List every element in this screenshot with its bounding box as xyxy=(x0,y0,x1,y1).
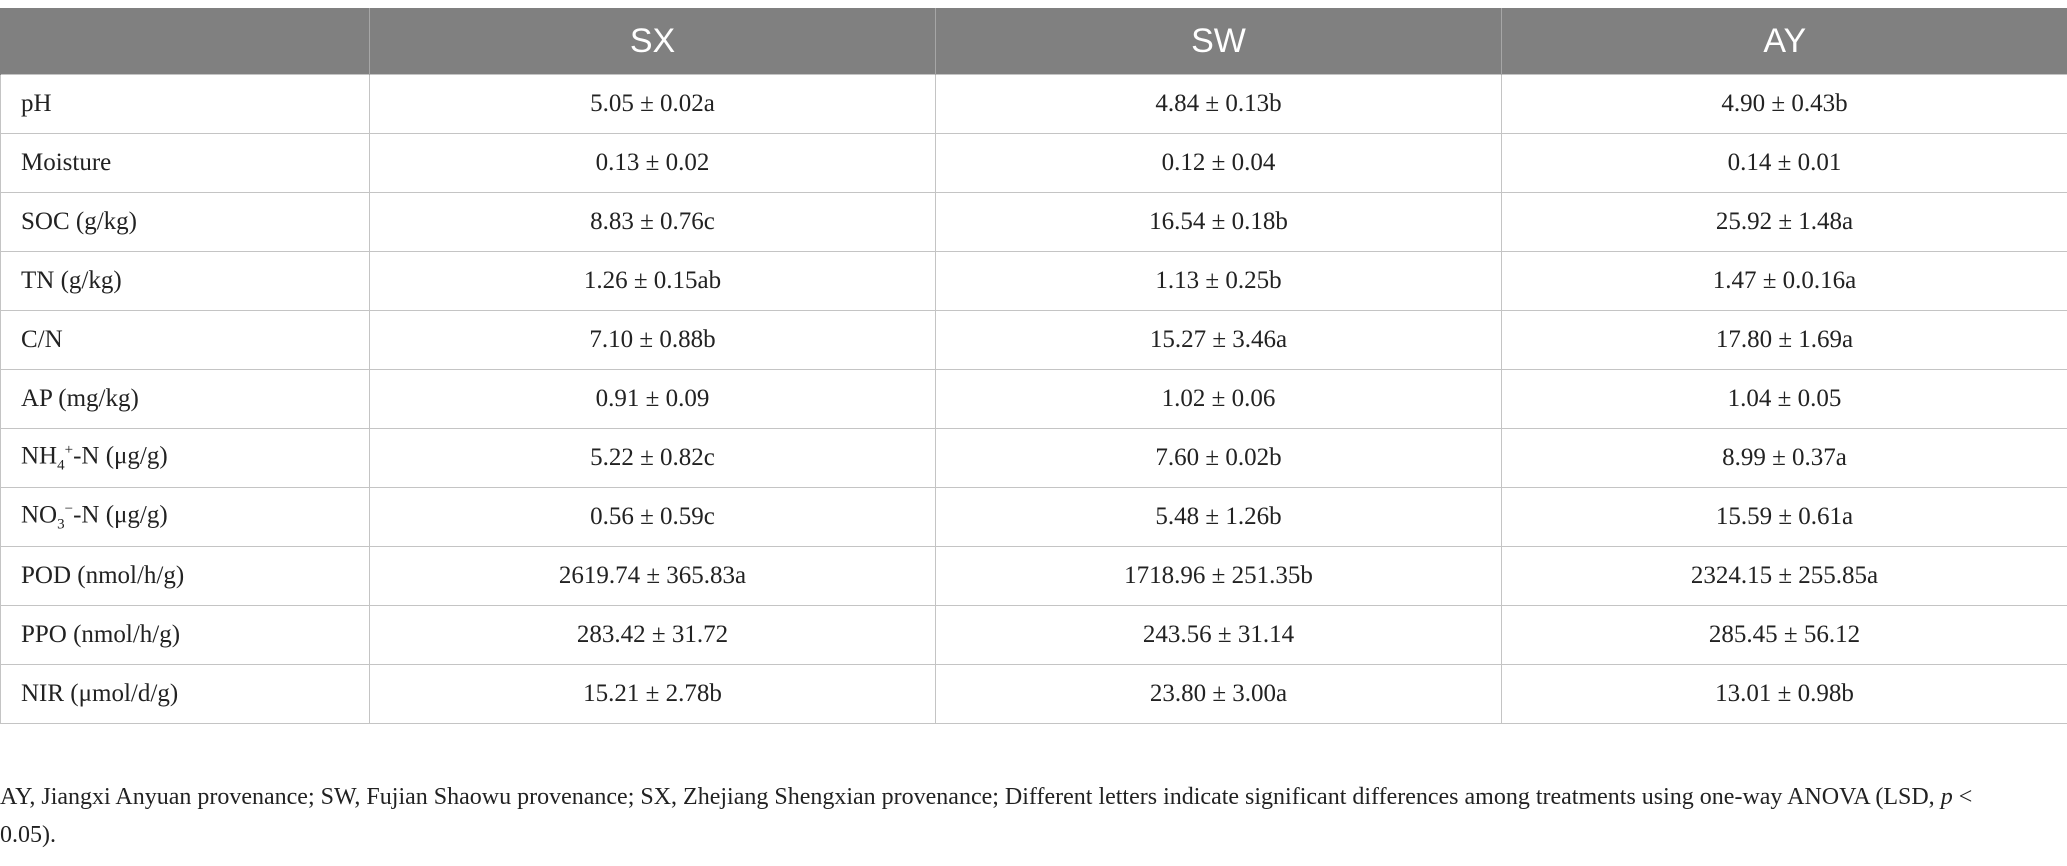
table-header: SX SW AY xyxy=(0,8,2067,75)
row-label: SOC (g/kg) xyxy=(0,192,370,252)
table-row: NO3−-N (μg/g) 0.56 ± 0.59c 5.48 ± 1.26b … xyxy=(0,487,2067,547)
cell-ay: 1.47 ± 0.0.16a xyxy=(1501,251,2067,311)
footnote-p-symbol: p xyxy=(1940,784,1953,810)
table-row: NIR (μmol/d/g) 15.21 ± 2.78b 23.80 ± 3.0… xyxy=(0,664,2067,724)
cell-sx: 283.42 ± 31.72 xyxy=(369,605,936,665)
table-row: C/N 7.10 ± 0.88b 15.27 ± 3.46a 17.80 ± 1… xyxy=(0,310,2067,370)
row-label: NIR (μmol/d/g) xyxy=(0,664,370,724)
cell-sw: 1.02 ± 0.06 xyxy=(935,369,1502,429)
cell-sx: 0.13 ± 0.02 xyxy=(369,133,936,193)
header-row: SX SW AY xyxy=(0,8,2067,75)
row-label: C/N xyxy=(0,310,370,370)
label-superscript: − xyxy=(64,500,74,517)
cell-sx: 1.26 ± 0.15ab xyxy=(369,251,936,311)
cell-ay: 2324.15 ± 255.85a xyxy=(1501,546,2067,606)
footnote-text: AY, Jiangxi Anyuan provenance; SW, Fujia… xyxy=(0,784,1941,810)
header-sw: SW xyxy=(935,8,1502,75)
label-post: -N (μg/g) xyxy=(73,442,168,470)
cell-sw: 23.80 ± 3.00a xyxy=(935,664,1502,724)
cell-sw: 7.60 ± 0.02b xyxy=(935,428,1502,488)
header-ay: AY xyxy=(1501,8,2067,75)
label-pre: NH xyxy=(21,442,58,470)
table-row: SOC (g/kg) 8.83 ± 0.76c 16.54 ± 0.18b 25… xyxy=(0,192,2067,252)
table-row: NH4+-N (μg/g) 5.22 ± 0.82c 7.60 ± 0.02b … xyxy=(0,428,2067,488)
cell-ay: 15.59 ± 0.61a xyxy=(1501,487,2067,547)
row-label: pH xyxy=(0,74,370,134)
row-label: TN (g/kg) xyxy=(0,251,370,311)
cell-sw: 16.54 ± 0.18b xyxy=(935,192,1502,252)
cell-sw: 4.84 ± 0.13b xyxy=(935,74,1502,134)
table-row: POD (nmol/h/g) 2619.74 ± 365.83a 1718.96… xyxy=(0,546,2067,606)
cell-ay: 17.80 ± 1.69a xyxy=(1501,310,2067,370)
cell-ay: 0.14 ± 0.01 xyxy=(1501,133,2067,193)
cell-sx: 0.56 ± 0.59c xyxy=(369,487,936,547)
label-post: -N (μg/g) xyxy=(73,501,168,529)
cell-ay: 13.01 ± 0.98b xyxy=(1501,664,2067,724)
label-subscript: 4 xyxy=(57,457,65,474)
header-corner xyxy=(0,8,370,75)
table-footnote: AY, Jiangxi Anyuan provenance; SW, Fujia… xyxy=(0,778,2030,854)
cell-sx: 0.91 ± 0.09 xyxy=(369,369,936,429)
soil-properties-table: SX SW AY pH 5.05 ± 0.02a 4.84 ± 0.13b 4.… xyxy=(0,8,2067,724)
cell-sw: 1718.96 ± 251.35b xyxy=(935,546,1502,606)
cell-sx: 8.83 ± 0.76c xyxy=(369,192,936,252)
table-row: AP (mg/kg) 0.91 ± 0.09 1.02 ± 0.06 1.04 … xyxy=(0,369,2067,429)
table-row: pH 5.05 ± 0.02a 4.84 ± 0.13b 4.90 ± 0.43… xyxy=(0,74,2067,134)
table-body: pH 5.05 ± 0.02a 4.84 ± 0.13b 4.90 ± 0.43… xyxy=(0,74,2067,724)
table-row: TN (g/kg) 1.26 ± 0.15ab 1.13 ± 0.25b 1.4… xyxy=(0,251,2067,311)
cell-sx: 5.05 ± 0.02a xyxy=(369,74,936,134)
cell-ay: 285.45 ± 56.12 xyxy=(1501,605,2067,665)
header-sx: SX xyxy=(369,8,936,75)
row-label-nitrate: NO3−-N (μg/g) xyxy=(0,487,370,547)
cell-ay: 8.99 ± 0.37a xyxy=(1501,428,2067,488)
cell-sw: 5.48 ± 1.26b xyxy=(935,487,1502,547)
label-pre: NO xyxy=(21,501,58,529)
cell-sw: 1.13 ± 0.25b xyxy=(935,251,1502,311)
cell-sw: 0.12 ± 0.04 xyxy=(935,133,1502,193)
data-table-container: SX SW AY pH 5.05 ± 0.02a 4.84 ± 0.13b 4.… xyxy=(0,8,2067,724)
cell-sx: 2619.74 ± 365.83a xyxy=(369,546,936,606)
cell-ay: 25.92 ± 1.48a xyxy=(1501,192,2067,252)
row-label: PPO (nmol/h/g) xyxy=(0,605,370,665)
row-label: POD (nmol/h/g) xyxy=(0,546,370,606)
table-row: PPO (nmol/h/g) 283.42 ± 31.72 243.56 ± 3… xyxy=(0,605,2067,665)
label-superscript: + xyxy=(64,441,74,458)
cell-sx: 15.21 ± 2.78b xyxy=(369,664,936,724)
cell-sx: 7.10 ± 0.88b xyxy=(369,310,936,370)
table-row: Moisture 0.13 ± 0.02 0.12 ± 0.04 0.14 ± … xyxy=(0,133,2067,193)
cell-ay: 1.04 ± 0.05 xyxy=(1501,369,2067,429)
footnote-threshold: < 0.05). xyxy=(0,784,1973,848)
cell-sw: 243.56 ± 31.14 xyxy=(935,605,1502,665)
label-subscript: 3 xyxy=(57,516,65,533)
cell-sw: 15.27 ± 3.46a xyxy=(935,310,1502,370)
cell-sx: 5.22 ± 0.82c xyxy=(369,428,936,488)
row-label: AP (mg/kg) xyxy=(0,369,370,429)
row-label: Moisture xyxy=(0,133,370,193)
row-label-ammonium: NH4+-N (μg/g) xyxy=(0,428,370,488)
cell-ay: 4.90 ± 0.43b xyxy=(1501,74,2067,134)
